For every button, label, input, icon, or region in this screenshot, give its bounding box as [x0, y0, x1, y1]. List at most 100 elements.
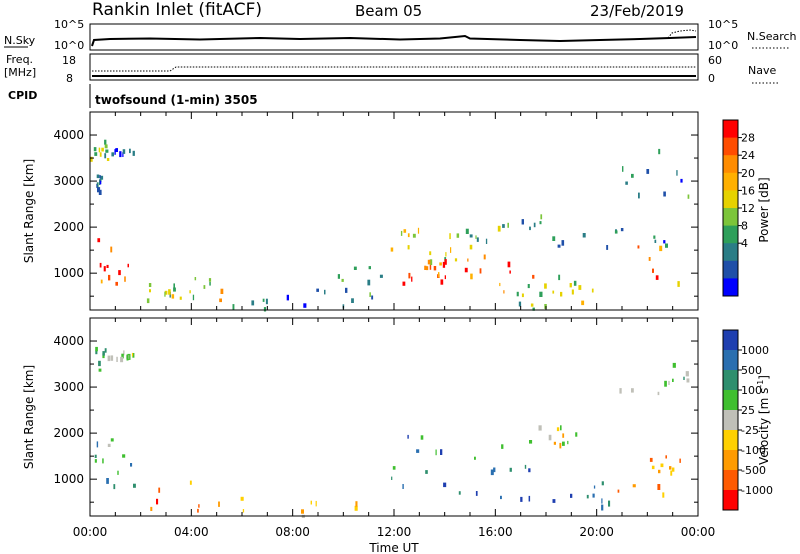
nsearch-label: N.Search — [747, 30, 797, 43]
power-echo-cell — [324, 289, 326, 295]
power-echo-cell — [104, 144, 108, 149]
power-echo-cell — [408, 272, 411, 279]
power-echo-cell — [578, 285, 582, 290]
power-echo-cell — [620, 228, 624, 232]
power-echo-cell — [94, 152, 98, 156]
freq-tick-bottom: 8 — [66, 72, 73, 85]
velocity-colorbar-segment — [723, 390, 738, 411]
power-echo-cell — [411, 276, 413, 282]
power-echo-cell — [232, 304, 235, 310]
velocity-echo-cell — [560, 425, 562, 431]
velocity-echo-cell — [556, 427, 560, 432]
power-echo-cell — [115, 281, 118, 286]
date-title: 23/Feb/2019 — [590, 2, 684, 20]
velocity-echo-cell — [660, 463, 664, 468]
power-echo-cell — [106, 264, 109, 268]
power-echo-cell — [99, 152, 102, 157]
power-echo-cell — [426, 266, 429, 271]
power-echo-cell — [146, 298, 150, 304]
power-echo-cell — [440, 279, 444, 285]
power-echo-cell — [516, 291, 519, 297]
power-echo-cell — [407, 233, 410, 238]
power-echo-cell — [99, 262, 102, 268]
power-echo-cell — [100, 175, 104, 180]
velocity-plot-frame — [89, 317, 699, 517]
power-echo-cell — [110, 246, 113, 253]
velocity-echo-cell — [95, 350, 98, 355]
velocity-x-tick-label: 08:00 — [275, 525, 310, 539]
power-echo-cell — [429, 251, 432, 256]
power-echo-cell — [111, 152, 114, 157]
power-echo-cell — [527, 284, 530, 289]
power-echo-cell — [148, 283, 152, 287]
velocity-colorbar-unit-close: ] — [757, 375, 771, 380]
power-echo-cell — [544, 283, 547, 289]
power-echo-cell — [569, 283, 572, 288]
velocity-echo-cell — [96, 441, 99, 448]
power-echo-cell — [351, 298, 354, 303]
power-y-tick-label: 4000 — [53, 128, 84, 142]
nave-tick-top: 60 — [708, 54, 722, 67]
power-colorbar-segment — [723, 172, 738, 191]
power-echo-cell — [637, 245, 640, 249]
power-echo-cell — [369, 292, 371, 297]
power-echo-cell — [503, 290, 505, 294]
power-echo-cell — [648, 257, 651, 261]
power-echo-cell — [407, 245, 410, 250]
cpid-text: twofsound (1-min) 3505 — [95, 93, 258, 107]
velocity-echo-cell — [107, 443, 111, 447]
power-colorbar-segment — [723, 243, 738, 262]
power-echo-cell — [100, 279, 103, 284]
power-echo-cell — [164, 290, 168, 295]
velocity-echo-cell — [122, 454, 126, 458]
power-echo-cell — [103, 266, 106, 272]
velocity-echo-cell — [601, 498, 603, 504]
velocity-echo-cell — [102, 351, 105, 356]
power-echo-cell — [108, 274, 111, 281]
power-colorbar-segment — [723, 225, 738, 244]
power-echo-cell — [90, 156, 93, 162]
power-echo-cell — [529, 226, 531, 231]
power-echo-cell — [429, 259, 433, 265]
power-echo-cell — [96, 174, 100, 179]
power-echo-cell — [173, 283, 175, 289]
velocity-echo-cell — [562, 441, 565, 446]
velocity-echo-cell — [189, 480, 192, 485]
velocity-echo-cell — [586, 494, 589, 499]
nsky-tick-bottom: 10^0 — [54, 39, 84, 52]
power-echo-cell — [192, 294, 195, 301]
power-echo-cell — [265, 298, 268, 305]
velocity-echo-cell — [315, 500, 317, 507]
power-echo-cell — [591, 288, 594, 293]
power-echo-cell — [371, 295, 374, 300]
power-echo-cell — [655, 275, 659, 280]
velocity-echo-cell — [570, 493, 573, 498]
power-echo-cell — [115, 148, 118, 152]
velocity-echo-cell — [665, 455, 667, 459]
power-echo-cell — [412, 233, 416, 238]
power-echo-cell — [208, 278, 212, 282]
velocity-echo-cell — [420, 435, 424, 440]
velocity-echo-cell — [559, 442, 562, 449]
velocity-colorbar-segment — [723, 410, 738, 431]
power-echo-cell — [676, 170, 678, 176]
power-echo-cell — [475, 235, 477, 239]
power-echo-cell — [97, 238, 101, 243]
power-echo-cell — [539, 221, 542, 225]
power-echo-cell — [303, 303, 307, 308]
power-echo-cell — [659, 245, 663, 252]
velocity-echo-cell — [520, 496, 523, 502]
power-y-tick-label: 1000 — [53, 266, 84, 280]
power-echo-cell — [104, 139, 107, 145]
freq-panel-frame — [89, 53, 699, 81]
power-echo-cell — [114, 149, 116, 155]
power-echo-cell — [445, 252, 447, 257]
power-echo-cell — [400, 230, 403, 236]
power-echo-cell — [390, 247, 394, 252]
power-echo-cell — [606, 245, 609, 250]
velocity-echo-cell — [133, 483, 136, 488]
velocity-echo-cell — [158, 487, 161, 493]
velocity-y-tick-label: 3000 — [53, 380, 84, 394]
velocity-echo-cell — [575, 432, 578, 437]
power-echo-cell — [171, 294, 175, 299]
